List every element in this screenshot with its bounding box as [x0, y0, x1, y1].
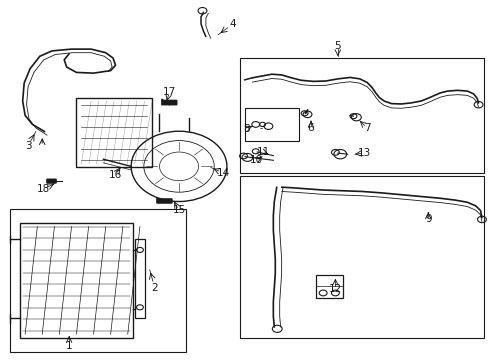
Text: 16: 16 [109, 170, 122, 180]
Bar [316, 275, 343, 298]
Text: 5: 5 [335, 41, 341, 50]
FancyBboxPatch shape [47, 179, 56, 183]
Text: 12: 12 [329, 284, 342, 294]
Text: 9: 9 [425, 215, 432, 224]
Bar [245, 108, 299, 140]
Bar [240, 176, 485, 338]
FancyBboxPatch shape [161, 100, 177, 105]
Text: 2: 2 [151, 283, 158, 293]
Text: 13: 13 [358, 148, 371, 158]
Text: 7: 7 [364, 123, 370, 133]
Bar [10, 209, 186, 352]
Text: 4: 4 [229, 19, 236, 29]
FancyBboxPatch shape [157, 199, 172, 203]
Text: 11: 11 [256, 147, 270, 157]
Bar [76, 98, 152, 167]
Text: 14: 14 [217, 168, 230, 178]
Text: 10: 10 [250, 155, 263, 165]
Bar [20, 223, 133, 338]
Bar [135, 239, 145, 318]
Text: 6: 6 [308, 123, 314, 133]
Text: 3: 3 [24, 141, 31, 151]
Text: 15: 15 [172, 206, 186, 216]
Text: 17: 17 [163, 87, 176, 97]
Text: 1: 1 [66, 341, 73, 351]
Text: 18: 18 [37, 184, 50, 194]
Bar [240, 58, 485, 173]
Text: 8: 8 [243, 124, 250, 134]
